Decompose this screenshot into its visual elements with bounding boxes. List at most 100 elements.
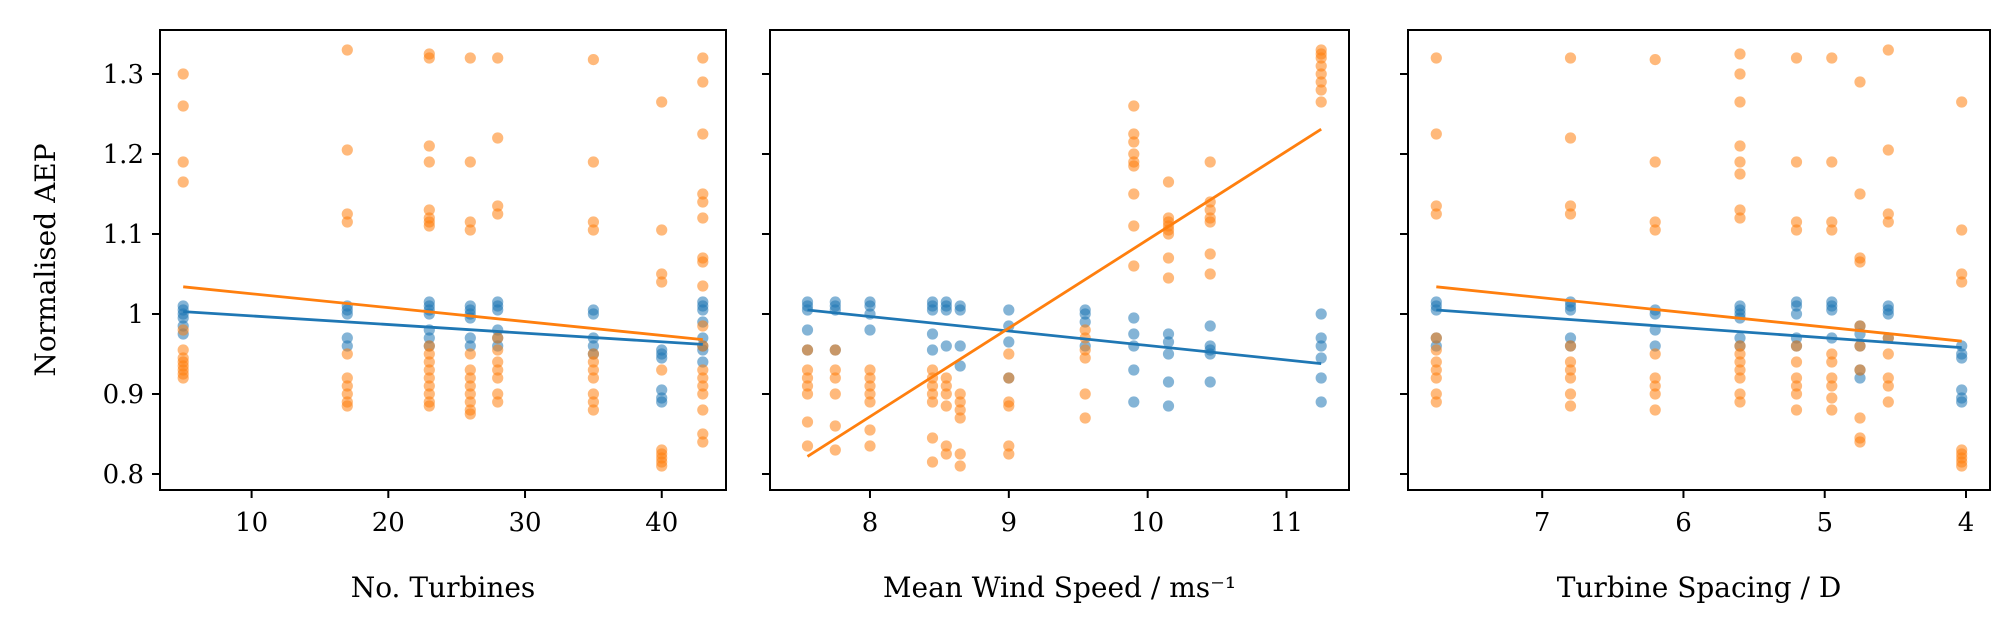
data-point	[1162, 348, 1175, 360]
data-point	[940, 400, 952, 412]
data-point	[801, 380, 814, 392]
data-point	[1649, 224, 1661, 236]
data-point	[492, 208, 504, 220]
data-point	[1854, 76, 1866, 88]
data-point	[1734, 140, 1746, 152]
data-point	[1128, 188, 1140, 200]
data-point	[464, 312, 476, 324]
data-point	[697, 340, 709, 352]
data-point	[1854, 256, 1866, 268]
data-point	[1128, 396, 1140, 408]
data-point	[341, 216, 353, 228]
x-tick-label: 5	[1816, 508, 1833, 538]
data-point	[1790, 216, 1803, 228]
data-point	[1128, 128, 1140, 140]
data-point	[954, 460, 966, 472]
data-point	[423, 332, 435, 344]
data-point	[423, 140, 435, 152]
data-point	[1826, 392, 1838, 404]
data-point	[492, 356, 504, 368]
data-point	[1204, 216, 1216, 228]
data-point	[1649, 308, 1661, 320]
data-point	[926, 432, 939, 444]
data-point	[656, 352, 668, 364]
data-point	[1854, 188, 1866, 200]
data-point	[1128, 136, 1140, 148]
data-point	[1882, 208, 1894, 220]
data-point	[697, 256, 709, 268]
data-point	[697, 404, 709, 416]
data-point	[954, 304, 966, 316]
data-point	[1564, 400, 1577, 412]
data-point	[1430, 332, 1442, 344]
data-point	[1564, 208, 1577, 220]
y-tick-label: 1.3	[103, 60, 144, 90]
data-point	[1734, 348, 1746, 360]
data-point	[492, 344, 504, 356]
data-point	[177, 156, 189, 168]
data-point	[1079, 412, 1091, 424]
y-tick-label: 0.9	[103, 380, 144, 410]
data-point	[954, 412, 966, 424]
data-point	[1734, 204, 1746, 216]
data-point	[1128, 364, 1140, 376]
data-point	[954, 448, 966, 460]
data-point	[1204, 376, 1216, 388]
data-point	[926, 328, 939, 340]
trend-line	[806, 128, 1322, 458]
data-point	[341, 348, 353, 360]
y-axis-label: Normalised AEP	[29, 143, 62, 376]
data-point	[697, 372, 709, 384]
x-tick-label: 10	[235, 508, 268, 538]
panel-turbine-spacing: 7 6 5 4 Turbine Spacing / D	[1400, 29, 1991, 604]
data-point	[864, 396, 876, 408]
data-point	[1826, 52, 1838, 64]
data-point	[492, 304, 504, 316]
data-point	[1882, 216, 1894, 228]
data-point	[1315, 76, 1327, 88]
x-tick-label: 4	[1958, 508, 1975, 538]
data-point	[1826, 356, 1838, 368]
data-point	[864, 440, 876, 452]
data-point	[656, 460, 668, 472]
data-point	[1315, 68, 1327, 80]
data-point	[587, 388, 600, 400]
data-point	[464, 224, 476, 236]
data-point	[1430, 52, 1442, 64]
x-tick-label: 9	[1001, 508, 1018, 538]
data-point	[940, 340, 952, 352]
data-point	[940, 304, 952, 316]
data-point	[1734, 68, 1746, 80]
data-point	[1826, 380, 1838, 392]
data-point	[1649, 348, 1661, 360]
data-point	[1079, 316, 1091, 328]
data-point	[1854, 436, 1866, 448]
data-point	[1956, 96, 1968, 108]
panel-mean-wind-speed: 8 9 10 11 Mean Wind Speed / ms⁻¹	[762, 29, 1350, 604]
data-point	[423, 220, 435, 232]
data-point	[464, 216, 476, 228]
data-point	[1430, 388, 1442, 400]
x-axis-label: Mean Wind Speed / ms⁻¹	[883, 571, 1236, 604]
data-point	[1734, 332, 1746, 344]
data-point	[954, 360, 966, 372]
data-point	[1079, 344, 1091, 356]
data-point	[697, 320, 709, 332]
data-point	[697, 428, 709, 440]
data-point	[177, 100, 189, 112]
data-point	[1128, 160, 1140, 172]
data-point	[1315, 372, 1327, 384]
data-point	[864, 424, 876, 436]
data-point	[1734, 340, 1746, 352]
data-point	[697, 356, 709, 368]
data-point	[1854, 372, 1866, 384]
data-point	[1315, 340, 1327, 352]
data-point	[697, 128, 709, 140]
data-point	[656, 96, 668, 108]
data-point	[954, 404, 966, 416]
data-point	[1564, 332, 1577, 344]
data-point	[1003, 372, 1015, 384]
data-point	[1162, 176, 1175, 188]
data-point	[1734, 356, 1746, 368]
